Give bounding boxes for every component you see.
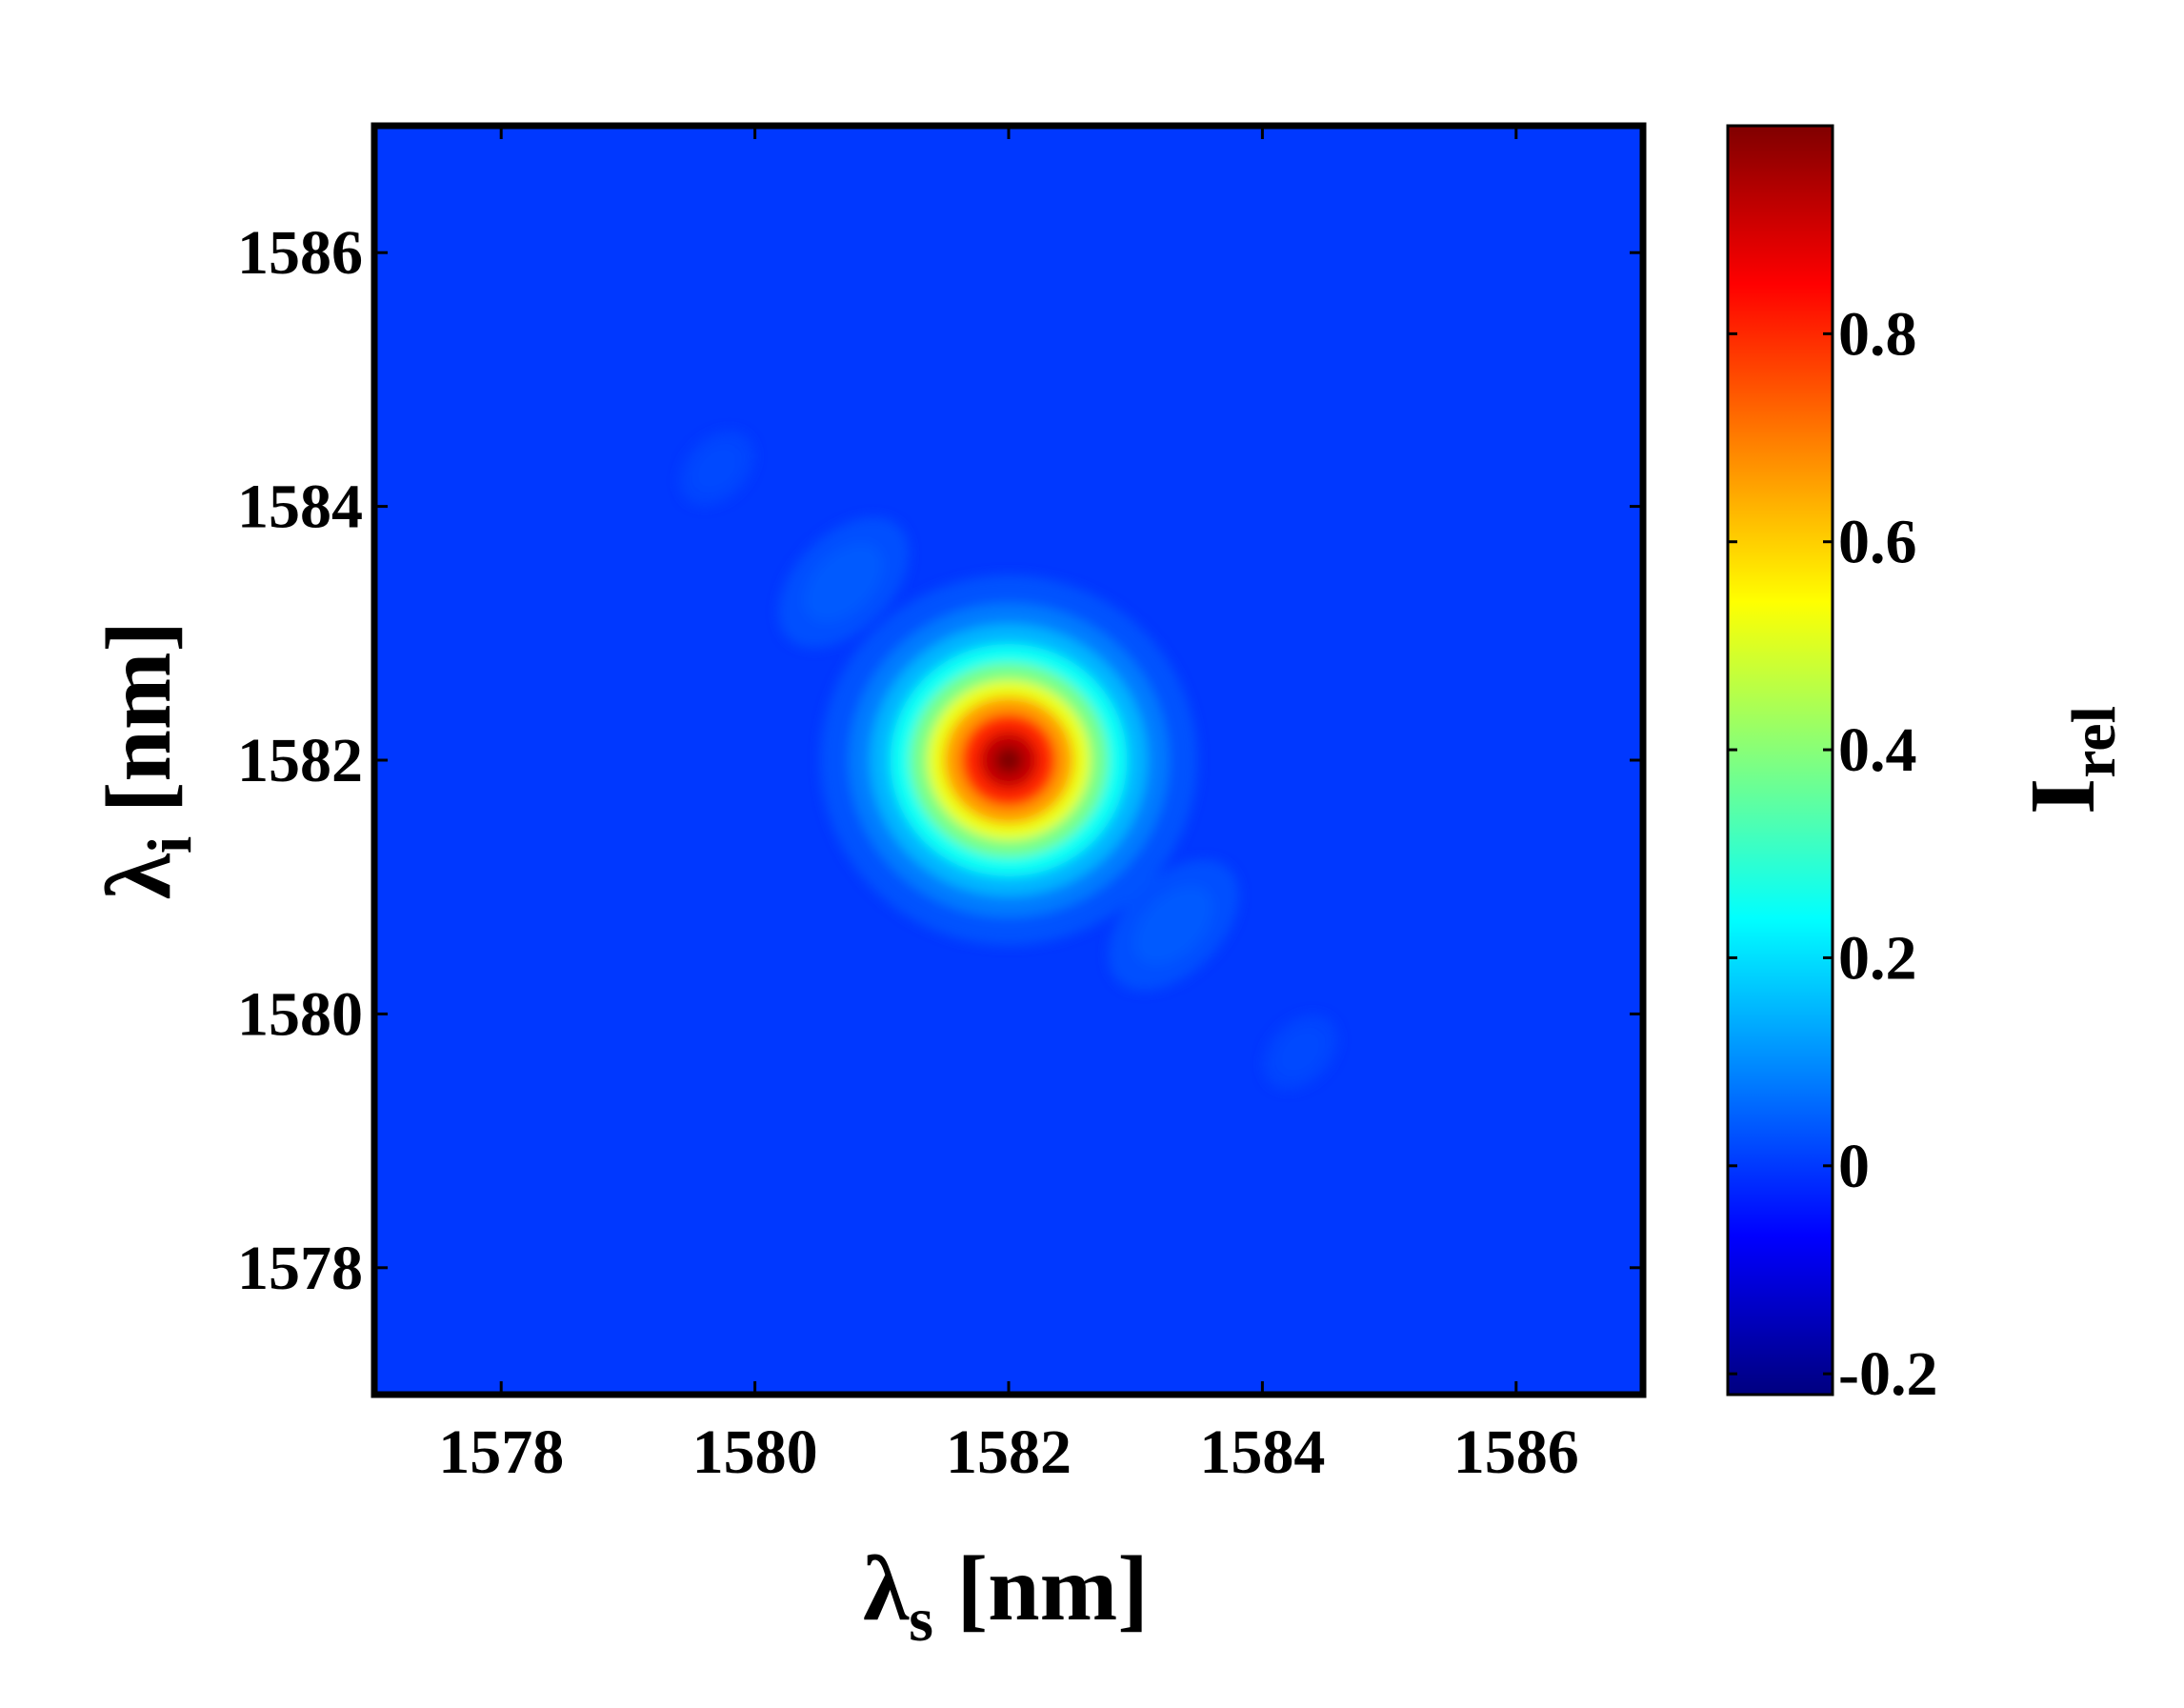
colorbar-tick-label: 0.8 — [1838, 299, 1917, 369]
y-tick-label: 1586 — [237, 218, 363, 288]
colorbar-tick-label: 0 — [1838, 1132, 1870, 1201]
y-tick-label: 1584 — [237, 472, 363, 542]
side-lobe-inner — [1277, 1029, 1323, 1075]
heatmap-plot: 1578 1580 1582 1584 1586 1578 1580 1582 1584 158… — [237, 122, 1647, 1487]
colorbar-gradient — [1728, 126, 1833, 1395]
side-lobe-inner — [1134, 886, 1213, 965]
colorbar-tick-label: 0.2 — [1838, 923, 1917, 993]
colorbar-tick-label: 0.4 — [1838, 715, 1917, 785]
main-peak — [820, 574, 1197, 946]
x-tick-label: 1578 — [438, 1417, 564, 1487]
x-tick-label: 1582 — [946, 1417, 1072, 1487]
colorbar-frame — [1726, 124, 1834, 1397]
colorbar-tick-label: 0.6 — [1838, 508, 1917, 577]
y-tick-label: 1578 — [237, 1234, 363, 1303]
y-axis-ticks: 1578 1580 1582 1584 1586 — [237, 218, 1643, 1303]
side-lobe — [778, 517, 910, 649]
heatmap-features — [679, 431, 1338, 1090]
x-tick-label: 1584 — [1199, 1417, 1325, 1487]
x-tick-label: 1580 — [692, 1417, 818, 1487]
colorbar-label: Irel — [2012, 706, 2129, 814]
x-tick-label: 1586 — [1453, 1417, 1579, 1487]
colorbar-ticks: -0.2 0 0.2 0.4 0.6 0.8 — [1728, 299, 1937, 1409]
colorbar-tick-label: -0.2 — [1838, 1339, 1937, 1409]
peak-contour-9 — [994, 747, 1023, 774]
colorbar: -0.2 0 0.2 0.4 0.6 0.8 Irel — [1726, 124, 2129, 1409]
x-axis-label: λs [nm] — [863, 1537, 1149, 1655]
y-tick-label: 1582 — [237, 726, 363, 795]
y-axis-label: λi [nm] — [88, 621, 205, 899]
side-lobe — [679, 431, 754, 506]
side-lobe-inner — [694, 446, 740, 492]
side-lobe — [1108, 859, 1239, 991]
side-lobe-inner — [804, 543, 883, 622]
x-axis-ticks: 1578 1580 1582 1584 1586 — [438, 126, 1579, 1487]
y-tick-label: 1580 — [237, 979, 363, 1049]
side-lobe — [1263, 1015, 1338, 1090]
